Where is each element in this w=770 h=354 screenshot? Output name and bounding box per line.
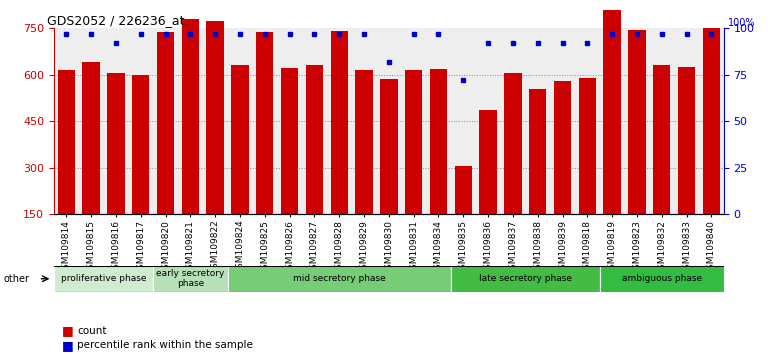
- Text: count: count: [77, 326, 106, 336]
- Bar: [231, 65, 249, 214]
- Text: percentile rank within the sample: percentile rank within the sample: [77, 340, 253, 350]
- Bar: [529, 89, 547, 214]
- Bar: [678, 67, 695, 214]
- Bar: [107, 73, 125, 214]
- Bar: [454, 166, 472, 214]
- Bar: [380, 79, 397, 214]
- Bar: [132, 75, 149, 214]
- Text: ■: ■: [62, 339, 73, 352]
- Text: other: other: [4, 274, 30, 284]
- Bar: [82, 62, 100, 214]
- Bar: [480, 110, 497, 214]
- Bar: [281, 68, 298, 214]
- Text: late secretory phase: late secretory phase: [479, 274, 572, 283]
- Bar: [58, 70, 75, 214]
- Bar: [256, 32, 273, 214]
- Bar: [604, 10, 621, 214]
- Text: mid secretory phase: mid secretory phase: [293, 274, 386, 283]
- Bar: [157, 32, 174, 214]
- Bar: [306, 65, 323, 214]
- Text: GDS2052 / 226236_at: GDS2052 / 226236_at: [47, 14, 185, 27]
- Bar: [405, 70, 422, 214]
- Bar: [153, 266, 228, 292]
- Bar: [653, 65, 671, 214]
- Bar: [355, 69, 373, 214]
- Bar: [451, 266, 600, 292]
- Bar: [600, 266, 724, 292]
- Bar: [330, 31, 348, 214]
- Text: proliferative phase: proliferative phase: [61, 274, 146, 283]
- Bar: [554, 81, 571, 214]
- Bar: [504, 73, 521, 214]
- Text: early secretory
phase: early secretory phase: [156, 269, 225, 289]
- Text: ambiguous phase: ambiguous phase: [621, 274, 701, 283]
- Bar: [628, 30, 645, 214]
- Bar: [182, 19, 199, 214]
- Bar: [703, 28, 720, 214]
- Bar: [206, 21, 224, 214]
- Bar: [430, 69, 447, 214]
- Bar: [579, 78, 596, 214]
- Bar: [54, 266, 153, 292]
- Text: 100%: 100%: [728, 18, 755, 28]
- Bar: [228, 266, 451, 292]
- Text: ■: ■: [62, 325, 73, 337]
